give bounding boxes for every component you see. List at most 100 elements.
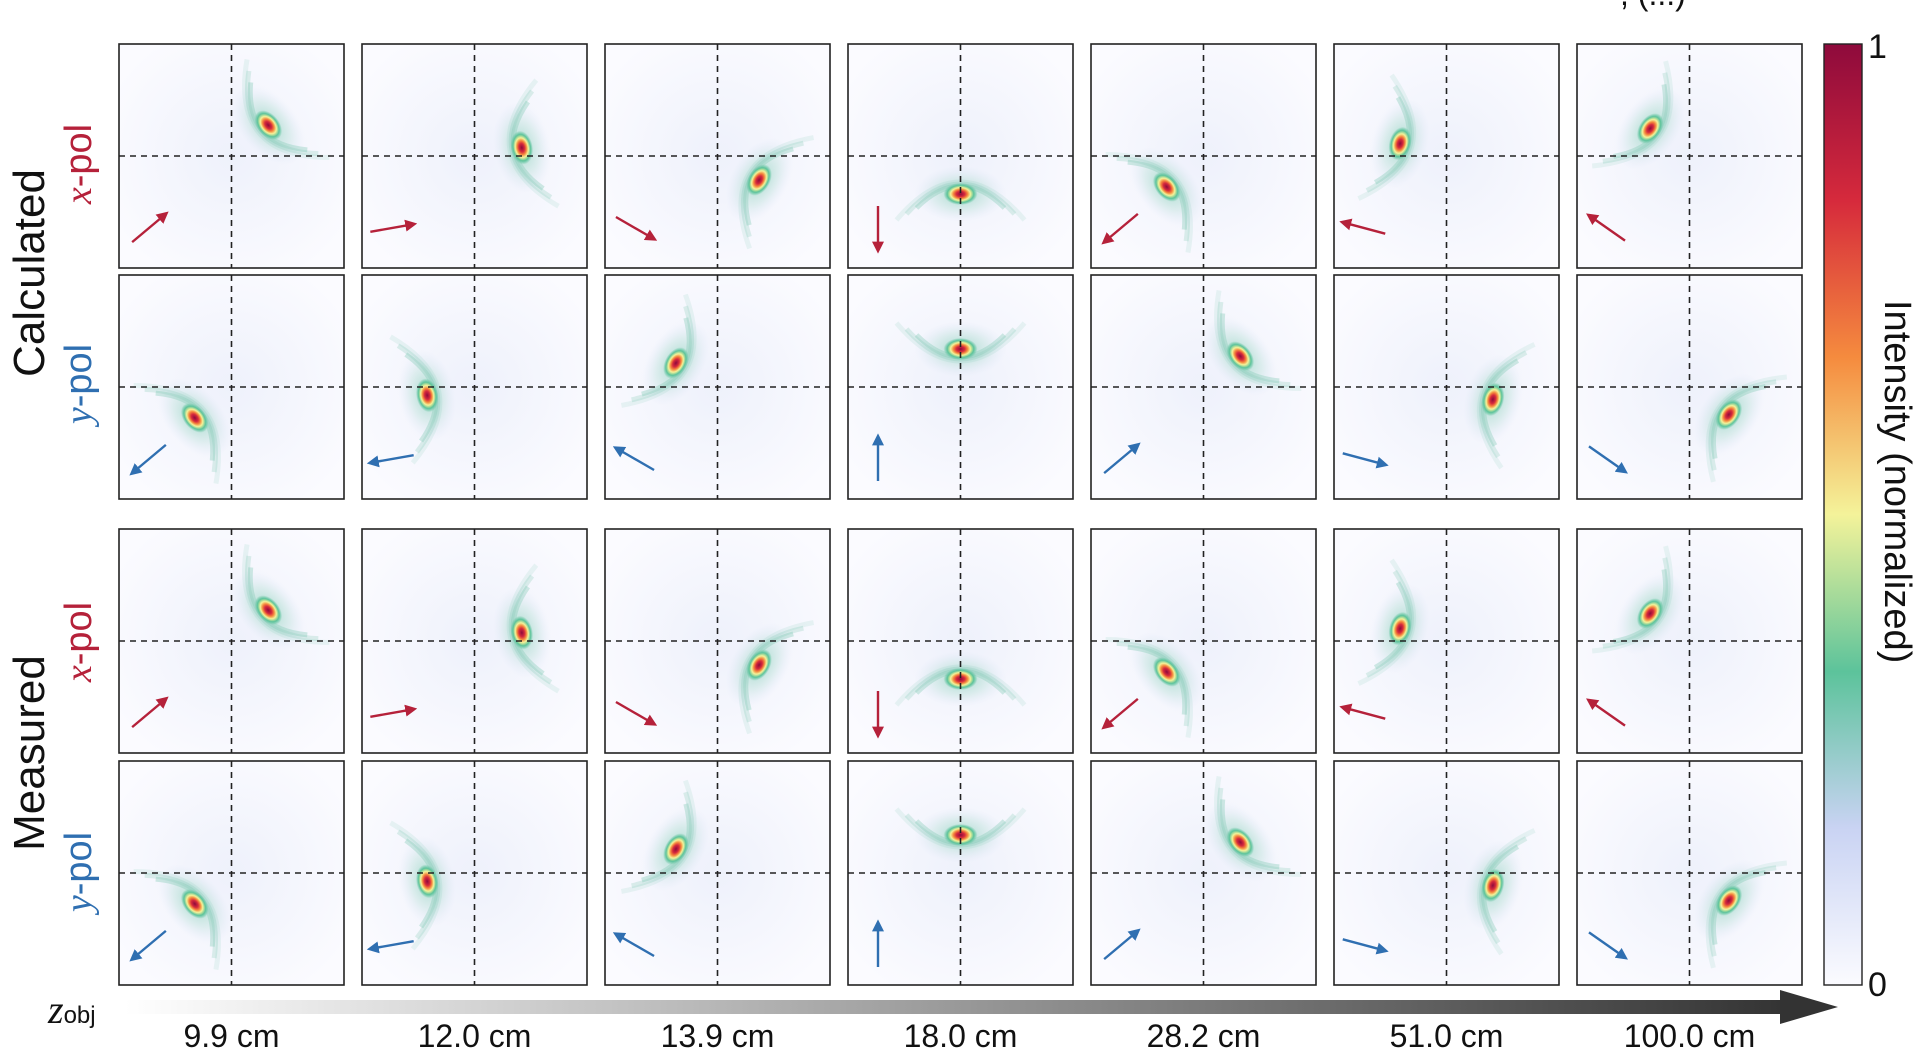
focal-spot [943, 338, 978, 360]
intensity-panel [1333, 43, 1560, 269]
intensity-panel [847, 528, 1074, 754]
intensity-panel [1333, 760, 1560, 986]
x-pol-direction-arrow [131, 696, 169, 729]
fringe-arc [738, 135, 815, 250]
focal-spot [1388, 126, 1412, 161]
fringe-arc [1705, 374, 1788, 483]
y-pol-direction-arrow [129, 443, 167, 476]
panel-frame [1090, 528, 1317, 754]
focal-spot [254, 595, 283, 625]
x-pol-direction-arrow [1339, 703, 1386, 720]
fringe-arc [1357, 558, 1416, 686]
focal-spot [1388, 611, 1412, 646]
panel-frame [1090, 760, 1317, 986]
focal-spot [943, 668, 978, 690]
panel-frame [118, 760, 345, 986]
panel-frame [1576, 760, 1803, 986]
intensity-panel [1090, 43, 1317, 269]
intensity-panel [1576, 760, 1803, 986]
fringe-arc [620, 293, 697, 408]
intensity-panel [847, 760, 1074, 986]
colorbar-title: Intensity (normalized) [1876, 300, 1918, 664]
y-pol-direction-arrow [1588, 931, 1628, 960]
distance-label: 28.2 cm [1146, 1018, 1261, 1054]
top-fragment-text: , (...) [1620, 0, 1686, 13]
distance-label: 51.0 cm [1389, 1018, 1504, 1054]
x-pol-direction-arrow [615, 700, 658, 726]
focal-spot [1636, 113, 1664, 144]
fringe-arc [620, 779, 697, 894]
zobj-axis-arrowhead [1780, 990, 1838, 1024]
intensity-panel [604, 760, 831, 986]
focal-spot [746, 649, 772, 681]
panel-frame [1090, 274, 1317, 500]
focal-spot [1152, 172, 1181, 202]
intensity-panel [361, 760, 588, 986]
fringe-arc [389, 334, 443, 465]
intensity-panel [1090, 760, 1317, 986]
focal-spot [254, 110, 283, 140]
x-pol-direction-arrow [1101, 212, 1139, 245]
x-pol-direction-arrow [370, 704, 418, 719]
y-pol-direction-arrow [366, 939, 414, 954]
panel-frame [361, 43, 588, 269]
y-pol-direction-arrow [1588, 445, 1628, 474]
zobj-axis-bar [125, 1000, 1790, 1014]
intensity-panel [1090, 528, 1317, 754]
intensity-panel [1576, 43, 1803, 269]
intensity-panel [361, 43, 588, 269]
y-pol-direction-arrow [1103, 928, 1141, 961]
panel-frame [1576, 43, 1803, 269]
focal-spot [1481, 382, 1505, 417]
fringe-arc [389, 820, 443, 951]
x-pol-direction-arrow [1101, 697, 1139, 730]
intensity-panel [1333, 274, 1560, 500]
colorbar [1823, 43, 1863, 986]
fringe-arc [1477, 828, 1536, 956]
focal-spot [1715, 399, 1743, 430]
intensity-panel [118, 43, 345, 269]
y-pol-direction-arrow [1103, 442, 1141, 475]
fringe-arc [1591, 60, 1674, 169]
y-pol-direction-arrow [612, 446, 655, 472]
intensity-panel [604, 43, 831, 269]
focal-spot [943, 824, 978, 846]
fringe-arc [506, 563, 560, 694]
panel-frame [1576, 274, 1803, 500]
y-pol-direction-arrow [129, 929, 167, 962]
focal-spot [180, 889, 209, 919]
focal-spot [663, 347, 689, 379]
panel-frame [1576, 528, 1803, 754]
distance-label: 9.9 cm [183, 1018, 280, 1054]
focal-spot [1226, 827, 1255, 857]
panel-frame [847, 760, 1074, 986]
panel-frame [847, 528, 1074, 754]
focal-spot [1636, 598, 1664, 629]
fringe-arc [1705, 860, 1788, 969]
panel-frame [118, 43, 345, 269]
x-pol-direction-arrow [1586, 213, 1626, 242]
focal-spot [1481, 868, 1505, 903]
intensity-panel [118, 274, 345, 500]
distance-label: 13.9 cm [660, 1018, 775, 1054]
intensity-panel [1576, 274, 1803, 500]
fringe-arc [738, 620, 815, 735]
x-pol-direction-arrow [1339, 218, 1386, 235]
intensity-panel [118, 760, 345, 986]
focal-spot [663, 833, 689, 865]
intensity-panel [847, 274, 1074, 500]
x-pol-direction-arrow [370, 219, 418, 234]
panel-frame [1333, 43, 1560, 269]
intensity-panel [604, 274, 831, 500]
intensity-panel [1333, 528, 1560, 754]
intensity-panel [118, 528, 345, 754]
fringe-arc [506, 78, 560, 209]
colorbar-min-label: 0 [1868, 966, 1887, 1004]
panel-frame [1333, 528, 1560, 754]
fringe-arc [894, 807, 1027, 850]
distance-label: 12.0 cm [417, 1018, 532, 1054]
fringe-arc [1477, 342, 1536, 470]
fringe-arc [894, 321, 1027, 364]
panel-frame [1333, 274, 1560, 500]
